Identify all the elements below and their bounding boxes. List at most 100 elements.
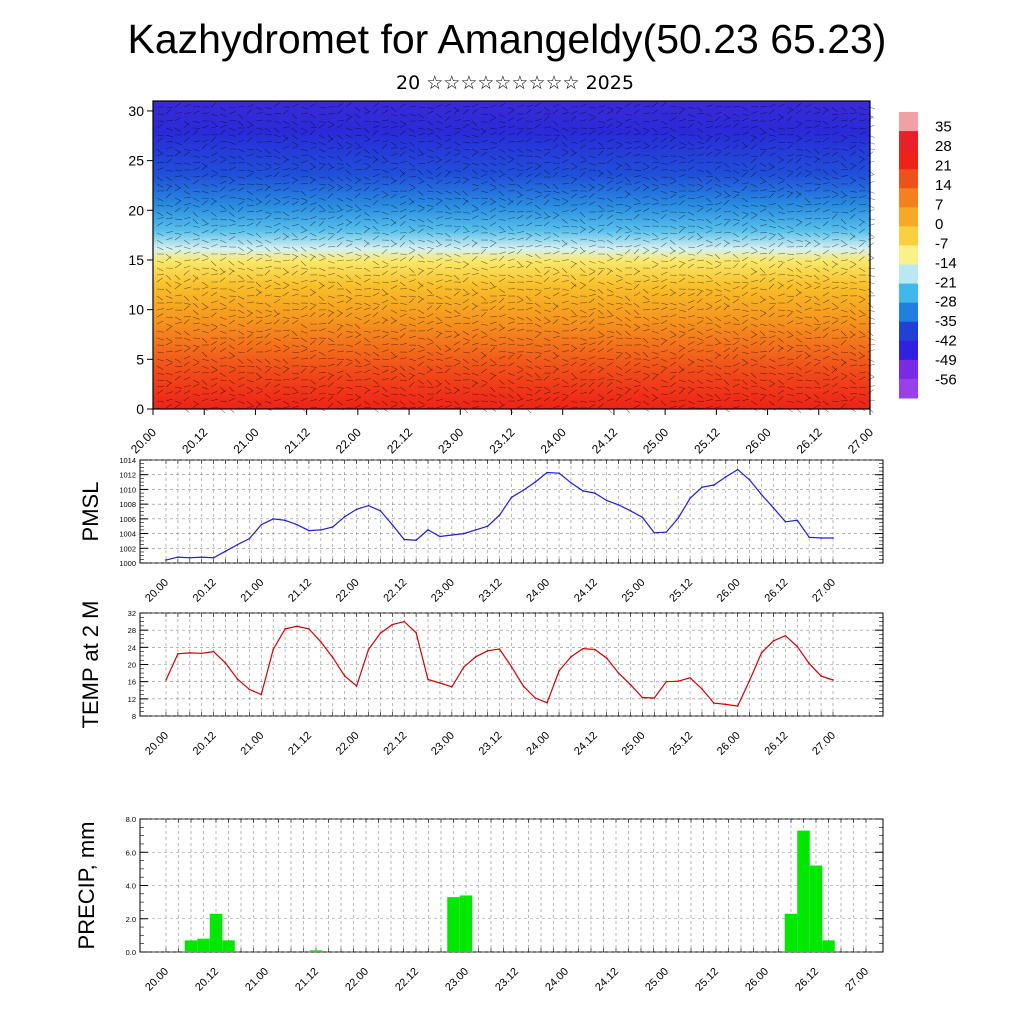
wind-barb [615, 379, 623, 384]
wind-barb [696, 281, 704, 284]
wind-barb [417, 204, 425, 209]
wind-barb [507, 265, 515, 269]
wind-barb [858, 267, 866, 272]
wind-barb [408, 187, 416, 192]
wind-barb [255, 239, 263, 244]
wind-barb [849, 141, 857, 144]
wind-barb [399, 342, 407, 346]
wind-barb [858, 176, 866, 180]
wind-barb [219, 232, 227, 237]
wind-barb [480, 211, 488, 216]
wind-barb [687, 263, 695, 269]
wind-barb [543, 183, 550, 189]
wind-barb [372, 180, 380, 185]
wind-barb [345, 379, 353, 382]
wind-barb [633, 140, 641, 143]
wind-barb [723, 322, 731, 325]
wind-barb [228, 351, 235, 357]
wind-barb [399, 141, 407, 145]
wind-barb [462, 197, 469, 203]
wind-barb [399, 169, 406, 176]
wind-barb [273, 171, 280, 178]
wind-barb [156, 295, 163, 301]
wind-barb [372, 288, 380, 291]
wind-barb [687, 337, 695, 339]
wind-barb [696, 316, 704, 319]
wind-barb [264, 141, 272, 143]
wind-barb [543, 321, 551, 325]
precip-bar [784, 913, 798, 952]
wind-barb [750, 372, 757, 379]
wind-barb [426, 225, 434, 230]
y-tick-label: 20 [128, 202, 144, 218]
wind-barb [777, 103, 785, 108]
wind-barb [588, 326, 595, 332]
wind-barb [273, 197, 281, 202]
wind-barb [444, 404, 452, 409]
wind-barb [813, 393, 820, 399]
wind-barb [777, 155, 784, 161]
wind-barb [840, 315, 848, 318]
wind-barb [822, 286, 830, 290]
precip-bar [309, 950, 323, 952]
wind-barb [282, 334, 290, 339]
wind-barb [597, 348, 605, 353]
wind-barb [318, 313, 326, 318]
wind-barb [813, 386, 821, 389]
wind-barb [516, 245, 524, 248]
wind-barb [786, 376, 794, 381]
wind-barb [417, 320, 425, 325]
wind-barb [552, 232, 559, 238]
wind-barb [345, 243, 353, 248]
wind-barb [804, 307, 812, 311]
wind-barb [597, 204, 604, 210]
data-point [546, 471, 548, 474]
wind-barb [462, 400, 470, 405]
x-tick-label: 25.12 [667, 577, 695, 605]
wind-barb [228, 179, 236, 185]
wind-barb [354, 295, 363, 297]
wind-barb [858, 249, 865, 255]
wind-barb [318, 162, 326, 165]
wind-barb [714, 111, 722, 115]
wind-barb [777, 356, 785, 360]
wind-barb [543, 161, 551, 164]
wind-barb [363, 337, 370, 343]
wind-barb [363, 186, 370, 192]
wind-barb [471, 342, 479, 346]
wind-barb [300, 106, 308, 110]
wind-barb [192, 329, 200, 332]
wind-barb [741, 185, 748, 192]
wind-barb [678, 200, 685, 206]
wind-barb [165, 281, 172, 288]
wind-barb [624, 302, 632, 306]
wind-barb [714, 136, 721, 143]
wind-barb [363, 253, 371, 258]
wind-barb [750, 363, 758, 367]
wind-barb [273, 162, 281, 166]
wind-barb [687, 281, 695, 284]
wind-barb [624, 260, 632, 263]
wind-barb [363, 218, 371, 221]
wind-barb [453, 372, 461, 376]
wind-barb [660, 253, 668, 258]
y-tick-label: 25 [128, 153, 144, 169]
wind-barb [498, 246, 506, 249]
wind-barb [363, 162, 371, 167]
wind-barb [741, 197, 749, 203]
wind-barb [228, 386, 235, 392]
wind-barb [183, 246, 191, 250]
wind-barb [516, 200, 523, 206]
wind-barb [705, 187, 713, 192]
wind-barb [345, 176, 352, 182]
wind-barb [318, 120, 326, 123]
wind-barb [174, 263, 181, 269]
wind-barb [426, 351, 434, 356]
wind-barb [714, 116, 721, 122]
wind-barb [228, 369, 236, 374]
wind-barb [651, 211, 659, 215]
wind-barb [516, 337, 524, 341]
wind-barb [246, 340, 253, 346]
wind-barb [192, 358, 200, 363]
wind-barb [183, 265, 191, 269]
